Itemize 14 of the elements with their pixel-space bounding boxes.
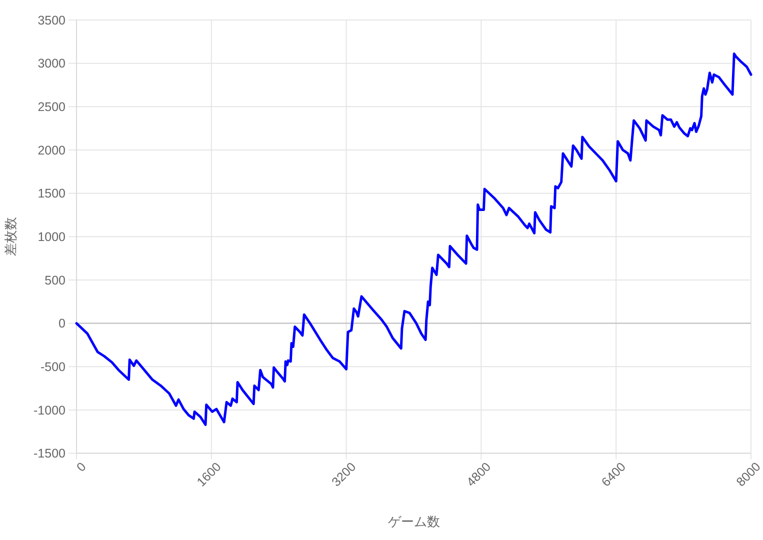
y-tick-label: 2000 — [38, 143, 66, 158]
y-tick-label: -500 — [40, 360, 66, 374]
y-tick-label: 1000 — [38, 230, 66, 244]
x-tick-label: 0 — [74, 460, 89, 475]
y-tick-label: -1500 — [34, 446, 66, 461]
x-axis-title: ゲーム数 — [388, 514, 440, 529]
y-tick-label: 1500 — [38, 186, 66, 201]
y-tick-label: -1000 — [34, 403, 66, 418]
y-axis-title: 差枚数 — [3, 217, 18, 256]
y-tick-label: 3500 — [38, 13, 66, 28]
y-tick-label: 0 — [58, 316, 66, 331]
y-tick-label: 2500 — [38, 100, 66, 114]
y-tick-label: 3000 — [38, 56, 66, 71]
y-tick-label: 500 — [44, 273, 66, 288]
